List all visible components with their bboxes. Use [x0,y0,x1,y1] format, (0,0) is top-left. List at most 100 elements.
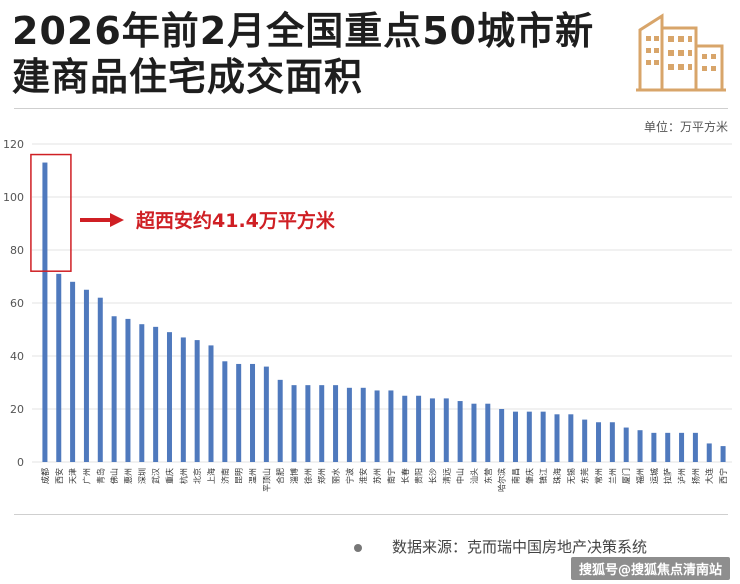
x-tick-label: 杭州 [178,468,188,484]
x-tick-label: 哈尔滨 [497,468,507,492]
annotation-arrow-head [110,213,124,227]
bar [97,297,103,462]
x-tick-label: 运城 [650,468,659,484]
bar [651,432,657,462]
x-tick-label: 珠海 [552,468,562,484]
bar [83,289,89,462]
bar [360,387,366,462]
bar [665,432,671,462]
bar [125,318,131,462]
y-tick-label: 40 [10,350,24,363]
x-tick-label: 汕头 [469,468,479,484]
bar [236,363,242,462]
x-tick-label: 长春 [400,468,410,484]
bar [319,385,325,462]
y-tick-label: 80 [10,244,24,257]
y-tick-label: 20 [10,403,24,416]
bar [305,385,311,462]
bar [222,361,228,462]
source-text: 数据来源：克而瑞中国房地产决策系统 [392,538,648,556]
x-tick-label: 南昌 [510,468,520,484]
x-tick-label: 成都 [40,468,50,484]
x-tick-label: 兰州 [607,468,617,484]
x-tick-label: 昆明 [235,468,244,484]
x-tick-label: 东营 [483,468,493,484]
bar [263,366,269,462]
bar [471,403,477,462]
watermark: 搜狐号@搜狐焦点清南站 [570,557,730,580]
bar [166,332,172,462]
bar [416,395,422,462]
bar [637,430,643,462]
x-tick-label: 济南 [220,468,230,484]
x-tick-label: 北京 [192,468,202,484]
x-tick-label: 深圳 [137,468,147,484]
x-tick-label: 平顶山 [261,468,271,492]
bullet-dot [354,543,362,552]
chart-title: 2026年前2月全国重点50城市新建商品住宅成交面积 [12,9,595,99]
bar [388,390,394,462]
x-tick-label: 苏州 [372,468,382,484]
bar [374,390,380,462]
x-tick-label: 无锡 [567,468,576,484]
x-tick-label: 拉萨 [663,468,673,484]
bar [180,337,186,462]
bar [402,395,408,462]
y-tick-label: 60 [10,297,24,310]
bar [194,340,200,462]
x-tick-label: 惠州 [123,468,133,484]
bar [208,345,214,462]
x-tick-label: 淮安 [358,468,368,484]
bar [623,427,629,462]
x-tick-label: 大连 [704,468,714,484]
bar [512,411,518,462]
x-tick-label: 常州 [595,468,604,484]
bar [540,411,546,462]
bar [457,401,463,462]
x-tick-label: 重庆 [164,468,174,484]
x-tick-label: 佛山 [109,468,119,484]
unit-label: 单位：万平方米 [643,120,728,134]
bar [679,432,685,462]
bar [250,363,256,462]
bar-chart: 0 20 40 60 80 100 120 成都 西安 天津 广州 青岛 佛山 惠州 深圳 武汉 重庆 杭州 北京上… [3,138,732,492]
bottom-divider [14,514,728,515]
x-tick-label: 宁波 [344,468,354,484]
highlight-box [30,153,72,272]
x-tick-label: 淄博 [289,468,299,484]
x-tick-label: 贵阳 [414,468,424,484]
x-tick-label: 青岛 [95,468,105,484]
bar [277,379,283,462]
bar [443,398,449,462]
bar [56,273,62,462]
x-tick-label: 温州 [249,468,258,484]
y-tick-label: 0 [17,456,24,469]
x-tick-label: 西宁 [718,468,728,484]
y-tick-label: 120 [3,138,24,151]
bar [499,409,505,462]
bar [111,316,117,462]
bar [42,162,48,463]
bar [485,403,491,462]
x-tick-label: 丽水 [331,468,341,484]
bar [153,326,159,462]
bar [554,414,560,462]
x-tick-label: 泸州 [677,468,687,484]
bar [706,443,712,462]
bar [429,398,435,462]
bar [692,432,698,462]
x-tick-label: 郑州 [317,468,327,484]
x-tick-label: 中山 [455,468,465,484]
bar [139,324,145,462]
x-tick-label: 福州 [636,468,645,484]
x-tick-label: 东莞 [580,468,590,484]
x-tick-label: 扬州 [690,468,700,484]
bar [568,414,574,462]
x-tick-label: 徐州 [303,468,313,484]
source-note: 数据来源：克而瑞中国房地产决策系统 [354,536,647,557]
bar [720,446,726,462]
bar [596,422,602,462]
bar [70,281,76,462]
bar [582,419,588,462]
x-tick-label: 清远 [441,468,451,484]
